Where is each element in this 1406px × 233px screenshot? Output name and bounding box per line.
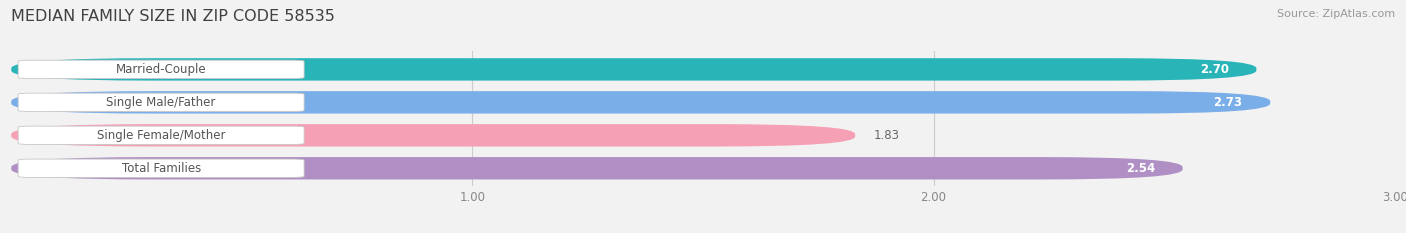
Text: 2.73: 2.73	[1213, 96, 1243, 109]
Text: Single Female/Mother: Single Female/Mother	[97, 129, 225, 142]
Text: Source: ZipAtlas.com: Source: ZipAtlas.com	[1277, 9, 1395, 19]
FancyBboxPatch shape	[11, 157, 1182, 179]
FancyBboxPatch shape	[11, 58, 1257, 81]
FancyBboxPatch shape	[11, 124, 855, 147]
Text: Married-Couple: Married-Couple	[115, 63, 207, 76]
FancyBboxPatch shape	[18, 126, 304, 144]
Text: Single Male/Father: Single Male/Father	[107, 96, 215, 109]
Text: 2.70: 2.70	[1199, 63, 1229, 76]
Text: Total Families: Total Families	[121, 162, 201, 175]
FancyBboxPatch shape	[18, 93, 304, 112]
Text: 1.83: 1.83	[873, 129, 900, 142]
Text: 2.54: 2.54	[1126, 162, 1154, 175]
FancyBboxPatch shape	[18, 60, 304, 79]
FancyBboxPatch shape	[18, 159, 304, 178]
FancyBboxPatch shape	[11, 91, 1270, 113]
Text: MEDIAN FAMILY SIZE IN ZIP CODE 58535: MEDIAN FAMILY SIZE IN ZIP CODE 58535	[11, 9, 335, 24]
